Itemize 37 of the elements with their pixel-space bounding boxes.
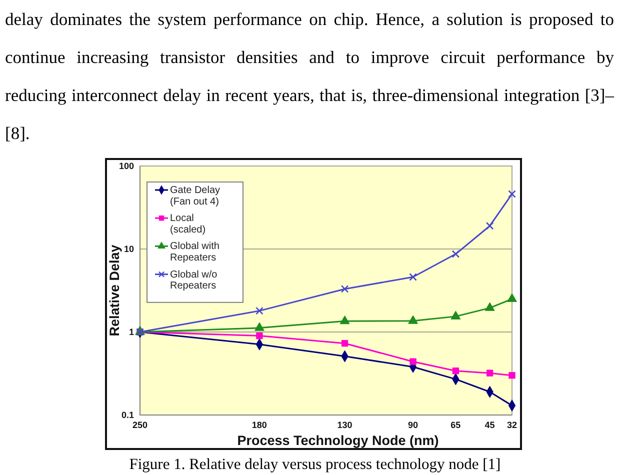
legend-label: Global with Repeaters [170, 241, 220, 264]
legend-label: Global w/o Repeaters [170, 269, 218, 292]
x-tick-label: 180 [252, 420, 267, 430]
point [507, 293, 517, 302]
point [484, 302, 495, 311]
point [254, 322, 264, 331]
point [408, 315, 418, 324]
point [450, 310, 461, 320]
y-tick-label: 0.1 [121, 410, 134, 420]
point [486, 370, 494, 376]
point [256, 332, 263, 340]
caption: Figure 1. Relative delay versus process technology node [1] [129, 456, 501, 473]
point [340, 285, 349, 293]
x-tick-label: 32 [506, 420, 518, 430]
y-tick-label: 1 [128, 327, 134, 337]
point [508, 372, 516, 379]
legend-label: Local (scaled) [170, 213, 206, 236]
legend-label: Gate Delay (Fan out 4) [170, 185, 220, 208]
point [486, 222, 494, 230]
x-tick-label: 250 [132, 420, 148, 430]
point [341, 340, 348, 347]
y-tick-label: 10 [124, 244, 134, 254]
x-tick-label: 65 [450, 420, 461, 430]
point [410, 358, 416, 365]
x-tick-label: 90 [408, 420, 418, 430]
x-tick-label: 130 [337, 420, 352, 430]
x-tick-label: 45 [484, 420, 495, 430]
point [452, 250, 460, 258]
y-axis-title: Relative Delay [107, 244, 122, 336]
y-tick-label: 100 [118, 161, 134, 171]
point [508, 190, 516, 198]
x-axis-title: Process Technology Node (nm) [237, 433, 439, 448]
text: delay dominates the system performance on chip. Hence, a solution is proposed to continue increasing transistor densities and to improve circuit performance by reducing interconnect delay in recent years, that is, three-dimensional integration [3]–[8]. [5, 8, 614, 145]
point [452, 368, 460, 374]
point [409, 273, 417, 281]
point [340, 316, 350, 324]
point [256, 306, 264, 315]
